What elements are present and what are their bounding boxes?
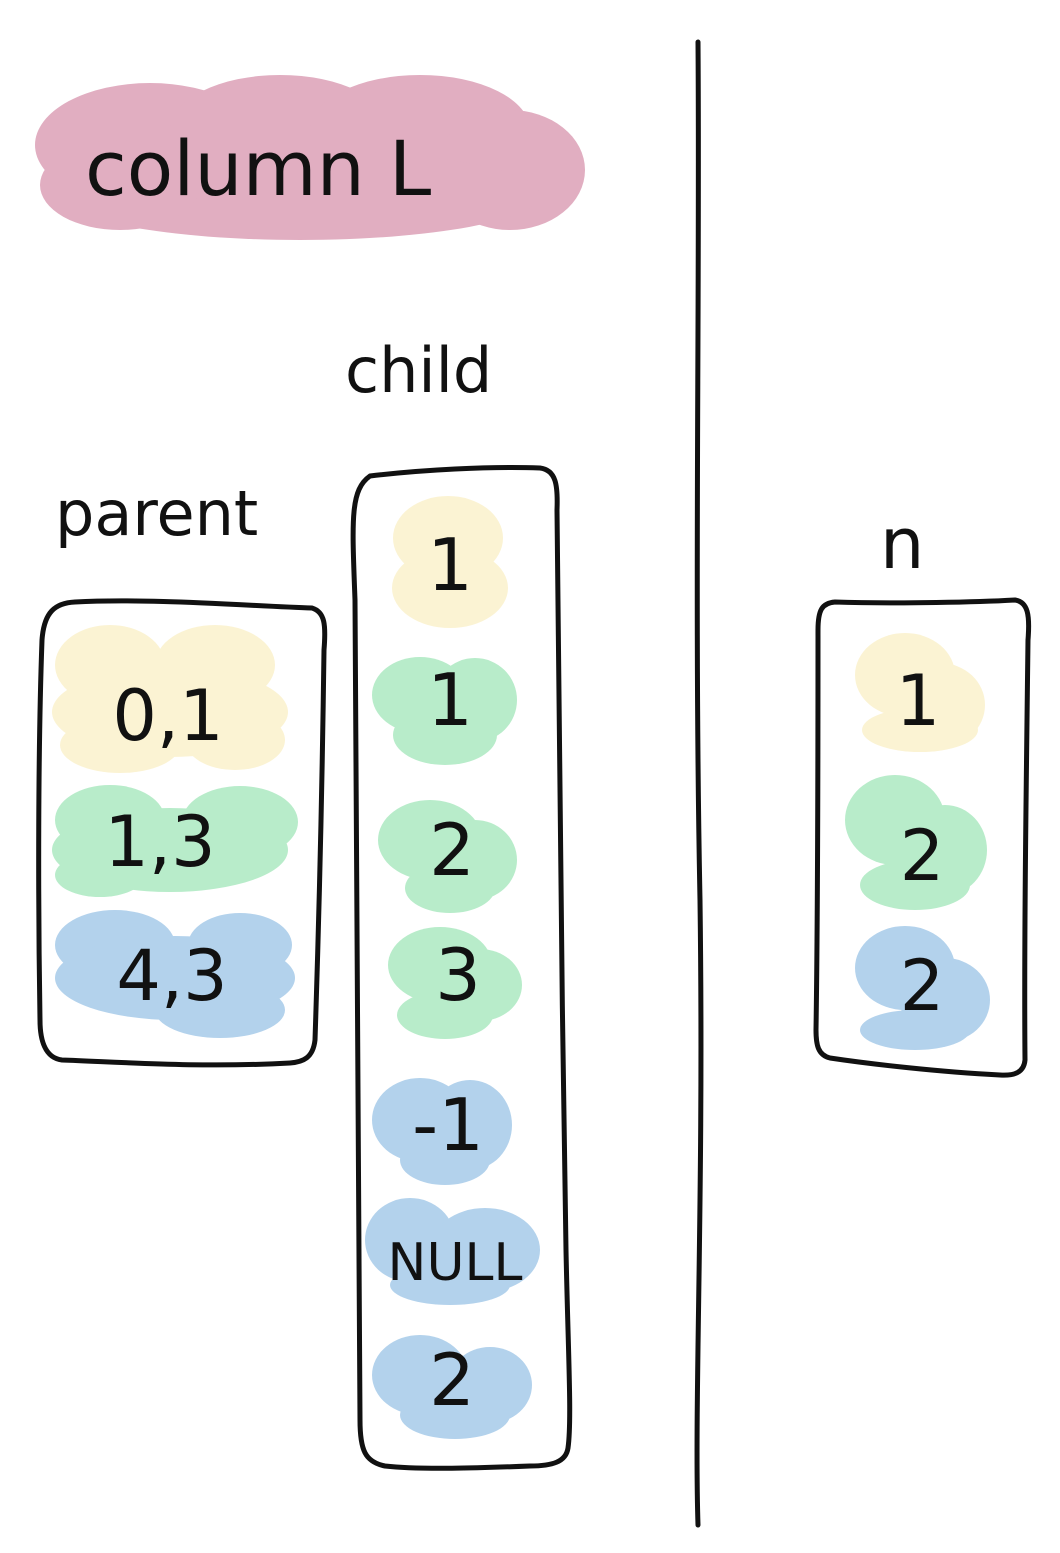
parent-item-1-highlight <box>52 785 298 897</box>
child-item-3-highlight <box>388 927 522 1039</box>
n-item-1-highlight <box>845 775 987 910</box>
n-item-1: 2 <box>900 815 945 897</box>
title-highlight <box>35 75 585 240</box>
n-box <box>813 597 1032 1078</box>
n-item-2-highlight <box>855 926 990 1050</box>
child-item-2-highlight <box>378 800 517 913</box>
parent-item-2-highlight <box>55 910 295 1038</box>
child-label: child <box>345 334 492 407</box>
panel-divider <box>694 39 704 1528</box>
n-label: n <box>880 503 924 585</box>
child-item-5-highlight <box>365 1198 540 1305</box>
child-item-0: 1 <box>427 523 473 607</box>
n-item-0: 1 <box>896 660 941 742</box>
parent-item-2: 4,3 <box>116 935 227 1017</box>
title: column L <box>85 124 431 213</box>
child-item-1: 1 <box>427 658 473 742</box>
child-item-6-highlight <box>372 1335 532 1439</box>
child-item-6: 2 <box>429 1338 475 1422</box>
child-box <box>350 464 573 1471</box>
parent-item-0: 0,1 <box>112 675 223 757</box>
parent-box <box>36 598 328 1068</box>
parent-label: parent <box>55 477 258 550</box>
n-item-0-highlight <box>855 633 985 752</box>
child-item-4: -1 <box>412 1083 484 1167</box>
child-item-2: 2 <box>429 808 475 892</box>
parent-item-1: 1,3 <box>104 801 215 883</box>
parent-item-0-highlight <box>52 625 288 773</box>
child-item-5: NULL <box>388 1233 523 1293</box>
child-item-3: 3 <box>435 933 481 1017</box>
child-item-4-highlight <box>372 1078 512 1185</box>
child-item-0-highlight <box>392 496 508 628</box>
child-item-1-highlight <box>372 657 517 765</box>
n-item-2: 2 <box>900 945 945 1027</box>
